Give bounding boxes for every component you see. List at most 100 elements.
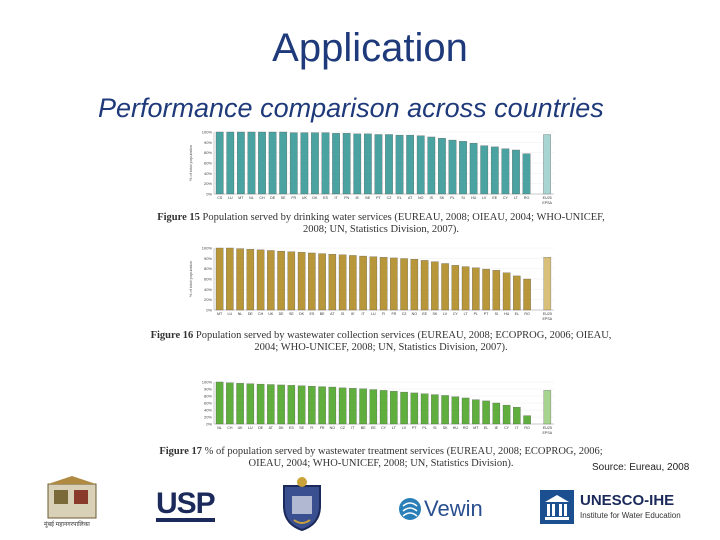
bar xyxy=(461,266,470,311)
bar xyxy=(438,138,446,195)
bar xyxy=(369,389,378,425)
bar xyxy=(236,248,244,311)
y-tick-label: 100% xyxy=(202,380,213,385)
unesco-ihe-logo-subtext: Institute for Water Education xyxy=(580,511,681,520)
bar xyxy=(482,268,490,311)
x-tick-label: PL xyxy=(450,196,454,200)
bar xyxy=(338,254,347,311)
bar xyxy=(400,391,408,425)
bar xyxy=(328,254,337,311)
x-tick-label: AT xyxy=(330,312,335,316)
y-axis-label: % of total population xyxy=(188,261,193,297)
x-tick-label: LT xyxy=(464,312,469,316)
bar xyxy=(461,397,470,425)
x-tick-label: LT xyxy=(392,426,397,430)
x-tick-label: MT xyxy=(473,426,479,430)
bar xyxy=(431,261,439,311)
bar xyxy=(492,270,501,311)
bar xyxy=(482,400,490,425)
bar xyxy=(226,131,235,195)
x-tick-label: RO xyxy=(524,426,530,430)
x-tick-label: PL xyxy=(422,426,426,430)
bar xyxy=(267,250,275,311)
figure-16-text: Population served by wastewater collecti… xyxy=(195,330,612,353)
bar xyxy=(237,131,245,195)
x-tick-label: DE xyxy=(279,312,285,316)
x-tick-label: UK xyxy=(238,426,244,430)
bar xyxy=(287,385,296,425)
bar xyxy=(226,247,234,311)
bar xyxy=(420,393,429,425)
x-tick-sublabel: EPSA xyxy=(543,317,553,321)
y-tick-label: 80% xyxy=(204,150,212,155)
source-note: Source: Eureau, 2008 xyxy=(592,462,690,473)
bar xyxy=(300,132,309,195)
bar xyxy=(513,275,521,311)
x-tick-label: ES xyxy=(323,196,328,200)
bar xyxy=(390,257,398,311)
x-tick-label: IS xyxy=(430,196,434,200)
x-tick-label: EL xyxy=(397,196,401,200)
x-tick-label: CS xyxy=(217,196,223,200)
x-tick-label: EE xyxy=(422,312,427,316)
x-tick-label: LU xyxy=(371,312,376,316)
x-tick-label: NO xyxy=(330,426,336,430)
municipal-emblem-logo: मुंबई महानगरपालिका xyxy=(44,476,100,528)
x-tick-label: SK xyxy=(432,312,437,316)
y-tick-label: 60% xyxy=(204,161,212,166)
x-tick-label: PL xyxy=(474,312,478,316)
bar xyxy=(277,250,285,311)
x-tick-label: PT xyxy=(484,312,489,316)
bar xyxy=(512,149,520,195)
x-tick-label: DK xyxy=(279,426,285,430)
x-tick-label: NO xyxy=(418,196,424,200)
figure-15-text: Population served by drinking water serv… xyxy=(202,212,605,235)
y-tick-label: 0% xyxy=(206,192,212,197)
bar xyxy=(215,381,224,425)
x-tick-label: BE xyxy=(320,312,325,316)
figure-16-chart: % of total population 100% 90% 80% 60% 40% 20%… xyxy=(186,244,558,326)
x-tick-label: MT xyxy=(217,312,223,316)
x-tick-label: CY xyxy=(503,196,509,200)
x-tick-label: LV xyxy=(482,196,487,200)
bar xyxy=(416,135,425,195)
bar xyxy=(427,136,436,195)
x-tick-label: IT xyxy=(334,196,338,200)
bar xyxy=(338,387,347,425)
x-tick-label: EU25 xyxy=(543,196,552,200)
x-tick-label: SE xyxy=(281,196,286,200)
bar xyxy=(459,141,467,195)
bar xyxy=(472,399,480,425)
y-tick-label: 90% xyxy=(204,256,212,261)
x-tick-label: SI xyxy=(495,312,498,316)
bar xyxy=(469,143,478,195)
x-tick-label: CY xyxy=(453,312,459,316)
y-tick-label: 90% xyxy=(204,387,212,392)
x-tick-sublabel: EPSA xyxy=(543,431,553,435)
crest-logo xyxy=(276,476,328,532)
y-tick-label: 60% xyxy=(204,401,212,406)
y-tick-label: 20% xyxy=(204,297,212,302)
bar xyxy=(321,132,330,195)
x-tick-label: FN xyxy=(344,196,349,200)
bar xyxy=(353,133,362,195)
x-tick-label: IS xyxy=(341,312,345,316)
x-tick-label: UK xyxy=(268,312,274,316)
x-tick-label: CH xyxy=(227,426,233,430)
bar xyxy=(287,251,296,311)
bar xyxy=(400,258,408,311)
bar xyxy=(349,255,357,311)
bar xyxy=(311,132,319,195)
x-tick-label: SE xyxy=(289,312,294,316)
y-tick-label: 0% xyxy=(206,308,212,313)
bar xyxy=(256,249,265,311)
x-tick-label: CZ xyxy=(402,312,408,316)
x-tick-label: IE xyxy=(356,196,360,200)
x-tick-label: EU25 xyxy=(543,312,552,316)
x-tick-label: CY xyxy=(504,426,510,430)
bar xyxy=(385,134,393,195)
x-tick-label: NO xyxy=(412,312,418,316)
bar xyxy=(308,386,316,425)
x-tick-label: SK xyxy=(443,426,448,430)
bar xyxy=(308,252,316,311)
